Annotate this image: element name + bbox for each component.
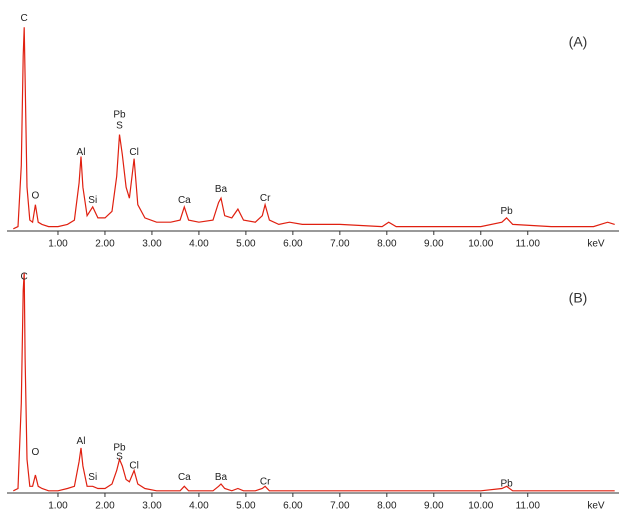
peak-label: O xyxy=(32,191,40,202)
peak-label: Ca xyxy=(178,195,191,206)
x-tick-label: 2.00 xyxy=(95,501,115,512)
peak-label: O xyxy=(32,447,40,458)
x-tick-label: 11.00 xyxy=(516,239,541,250)
x-tick-label: 7.00 xyxy=(330,501,350,512)
peak-label: Si xyxy=(88,195,97,206)
peak-label: Pb xyxy=(113,443,126,454)
x-tick-label: 3.00 xyxy=(142,239,162,250)
peak-label: Pb xyxy=(113,110,126,121)
peak-label: Ba xyxy=(215,472,228,483)
x-tick-label: 6.00 xyxy=(283,239,303,250)
peak-label: Ca xyxy=(178,472,191,483)
x-axis-label: keV xyxy=(587,501,605,512)
x-tick-label: 11.00 xyxy=(516,501,541,512)
x-tick-label: 2.00 xyxy=(95,239,115,250)
peak-label: Pb xyxy=(500,479,513,490)
panel-label: (A) xyxy=(569,34,588,50)
x-tick-label: 4.00 xyxy=(189,501,209,512)
x-tick-label: 3.00 xyxy=(142,501,162,512)
spectrum-line xyxy=(13,272,615,492)
peak-label: Al xyxy=(77,436,86,447)
x-tick-label: 7.00 xyxy=(330,239,350,250)
peak-label: S xyxy=(116,121,123,132)
peak-label: Ba xyxy=(215,184,228,195)
peak-label: Cr xyxy=(260,476,271,487)
x-tick-label: 5.00 xyxy=(236,239,256,250)
peak-label: Pb xyxy=(500,206,513,217)
x-tick-label: 9.00 xyxy=(424,239,444,250)
x-tick-label: 9.00 xyxy=(424,501,444,512)
panel-label: (B) xyxy=(569,290,588,306)
x-tick-label: 1.00 xyxy=(48,501,68,512)
x-tick-label: 1.00 xyxy=(48,239,68,250)
x-tick-label: 5.00 xyxy=(236,501,256,512)
peak-label: C xyxy=(21,272,28,283)
peak-label: Cl xyxy=(129,147,138,158)
x-tick-label: 10.00 xyxy=(468,501,493,512)
peak-label: C xyxy=(21,13,28,24)
peak-label: S xyxy=(116,452,123,463)
x-axis-label: keV xyxy=(587,239,605,250)
peak-label: Si xyxy=(88,472,97,483)
spectrum-line xyxy=(13,27,615,230)
x-tick-label: 8.00 xyxy=(377,501,397,512)
peak-label: Cl xyxy=(129,461,138,472)
x-tick-label: 6.00 xyxy=(283,501,303,512)
peak-label: Al xyxy=(77,147,86,158)
peak-label: Cr xyxy=(260,193,271,204)
x-tick-label: 10.00 xyxy=(468,239,493,250)
x-tick-label: 4.00 xyxy=(189,239,209,250)
x-tick-label: 8.00 xyxy=(377,239,397,250)
